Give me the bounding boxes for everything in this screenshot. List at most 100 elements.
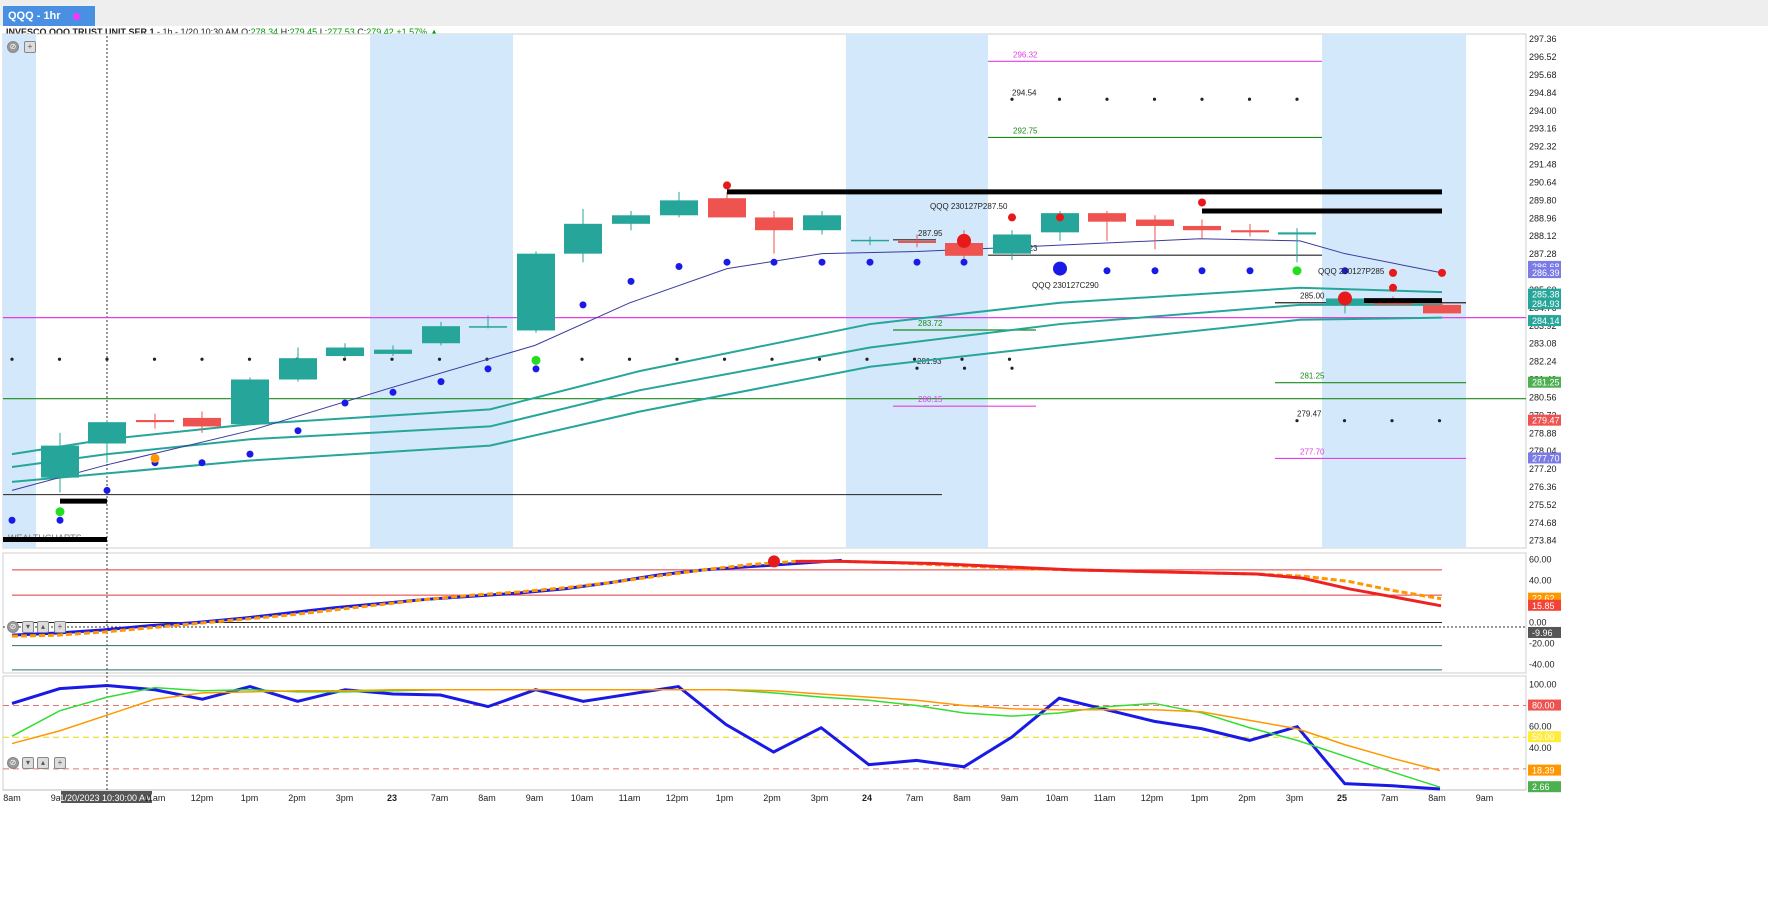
level-label: 292.75 <box>1013 126 1038 135</box>
pivot-dot <box>722 357 727 361</box>
osc1-axis-tag: 15.85 <box>1532 601 1555 611</box>
level-label: 279.47 <box>1297 410 1322 419</box>
bullish-candle <box>851 239 889 242</box>
pane2-expand-icon[interactable]: ▴ <box>37 621 49 633</box>
price-tick-label: 274.68 <box>1529 518 1557 528</box>
signal-dot-orange <box>150 453 160 463</box>
high-label: H: <box>280 27 290 37</box>
signal-dot-blue <box>818 258 826 266</box>
time-tick-label: 11am <box>144 793 166 803</box>
price-axis-tag-bg <box>1528 414 1561 426</box>
level-dot <box>1105 97 1109 101</box>
time-tick-label: 7am <box>1381 793 1399 803</box>
price-tick-label: 282.24 <box>1529 357 1557 367</box>
signal-dot-blue <box>246 450 254 458</box>
signal-dot-blue <box>1198 267 1206 275</box>
pane1-settings-icon[interactable]: ⊘ <box>7 41 19 53</box>
pivot-dot <box>437 357 442 361</box>
bearish-candle <box>945 243 983 256</box>
price-tick-label: 293.16 <box>1529 124 1557 134</box>
signal-dot-blue <box>8 516 16 524</box>
level-dot <box>1295 419 1299 423</box>
signal-dot-red <box>1438 268 1446 277</box>
pane2-settings-icon[interactable]: ⊘ <box>7 621 19 633</box>
pivot-dot <box>200 357 204 361</box>
level-label: 280.15 <box>918 395 943 404</box>
time-tick-label: 25 <box>1337 793 1347 803</box>
signal-dot-blue <box>389 388 397 396</box>
signal-dot-red <box>1389 268 1397 277</box>
time-tick-label: 2pm <box>1238 793 1256 803</box>
pane2-collapse-icon[interactable]: ▾ <box>22 621 34 633</box>
osc1-axis-tag-bg <box>1528 599 1561 611</box>
signal-dot-blue <box>437 378 445 386</box>
osc1-axis-tag-bg <box>1528 626 1561 638</box>
pane2-add-icon[interactable]: + <box>54 621 66 633</box>
cursor-time-label: 1/20/2023 10:30:00 AM <box>59 793 152 803</box>
bullish-candle <box>88 422 126 444</box>
level-dot <box>1437 419 1442 423</box>
signal-dot-red <box>1389 283 1397 292</box>
bullish-candle <box>231 379 269 425</box>
bullish-candle <box>803 215 841 231</box>
level-label: 283.72 <box>918 319 943 328</box>
moving-average-band-1 <box>11 286 1443 456</box>
signal-dot-blue-large <box>1053 261 1067 276</box>
price-axis-tag: 279.47 <box>1532 416 1560 426</box>
bearish-candle <box>708 198 746 218</box>
price-axis-tag-bg <box>1528 298 1561 310</box>
pivot-dot <box>675 357 679 361</box>
level-label: 294.54 <box>1012 88 1037 97</box>
oscillator-2-pane <box>2 675 1527 791</box>
chart-tab[interactable]: QQQ - 1hr <box>3 6 95 26</box>
price-axis-tag: 286.39 <box>1532 268 1560 278</box>
pane1-add-icon[interactable]: + <box>24 41 36 53</box>
open-value: 278.34 <box>250 27 279 37</box>
moving-average-band-3 <box>11 316 1443 483</box>
pane3-collapse-icon[interactable]: ▾ <box>22 757 34 769</box>
signal-dot-red <box>1056 213 1064 222</box>
signal-dot-red-large <box>1338 291 1352 306</box>
pane3-expand-icon[interactable]: ▴ <box>37 757 49 769</box>
pane3-settings-icon[interactable]: ⊘ <box>7 757 19 769</box>
tab-status-dot <box>72 12 80 20</box>
price-axis-tag-bg <box>1528 315 1561 327</box>
level-label: 285.00 <box>1300 292 1325 301</box>
bullish-candle <box>326 347 364 357</box>
time-tick-label: 1pm <box>716 793 734 803</box>
signal-dot-blue <box>532 365 540 373</box>
price-tick-label: 273.84 <box>1529 536 1557 546</box>
extended-hours-shade <box>3 34 36 548</box>
bearish-candle <box>1183 225 1221 231</box>
osc2-axis-tag: 50.00 <box>1532 732 1555 742</box>
bullish-candle <box>517 253 555 331</box>
extended-hours-shade <box>846 34 988 548</box>
bullish-candle <box>564 223 602 254</box>
signal-dot-red <box>1198 198 1206 207</box>
price-tick-label: 296.52 <box>1529 52 1557 62</box>
level-dot <box>1200 97 1204 101</box>
time-tick-label: 9am <box>51 793 69 803</box>
price-axis-tag: 281.25 <box>1532 378 1560 388</box>
signal-dot-blue <box>56 516 64 524</box>
osc1-tick-label: 60.00 <box>1529 554 1552 564</box>
low-label: L: <box>319 27 328 37</box>
price-axis-tag: 284.93 <box>1532 299 1560 309</box>
price-tick-label: 278.04 <box>1529 446 1557 456</box>
price-tick-label: 276.36 <box>1529 482 1557 492</box>
signal-dot-blue <box>341 399 349 407</box>
bearish-candle <box>1136 219 1174 226</box>
pivot-dot <box>247 357 252 361</box>
signal-dot-red <box>1008 213 1016 222</box>
close-value: 279.42 <box>366 27 394 37</box>
change-arrow-icon: ▲ <box>429 27 439 37</box>
bullish-candle <box>422 326 460 344</box>
osc2-series-orange <box>11 688 1441 772</box>
signal-dot-blue <box>579 301 587 309</box>
signal-dot-blue <box>675 262 683 270</box>
signal-dot-blue <box>1151 267 1159 275</box>
pane3-add-icon[interactable]: + <box>54 757 66 769</box>
price-tick-label: 295.68 <box>1529 70 1557 80</box>
level-dot <box>1010 97 1014 101</box>
